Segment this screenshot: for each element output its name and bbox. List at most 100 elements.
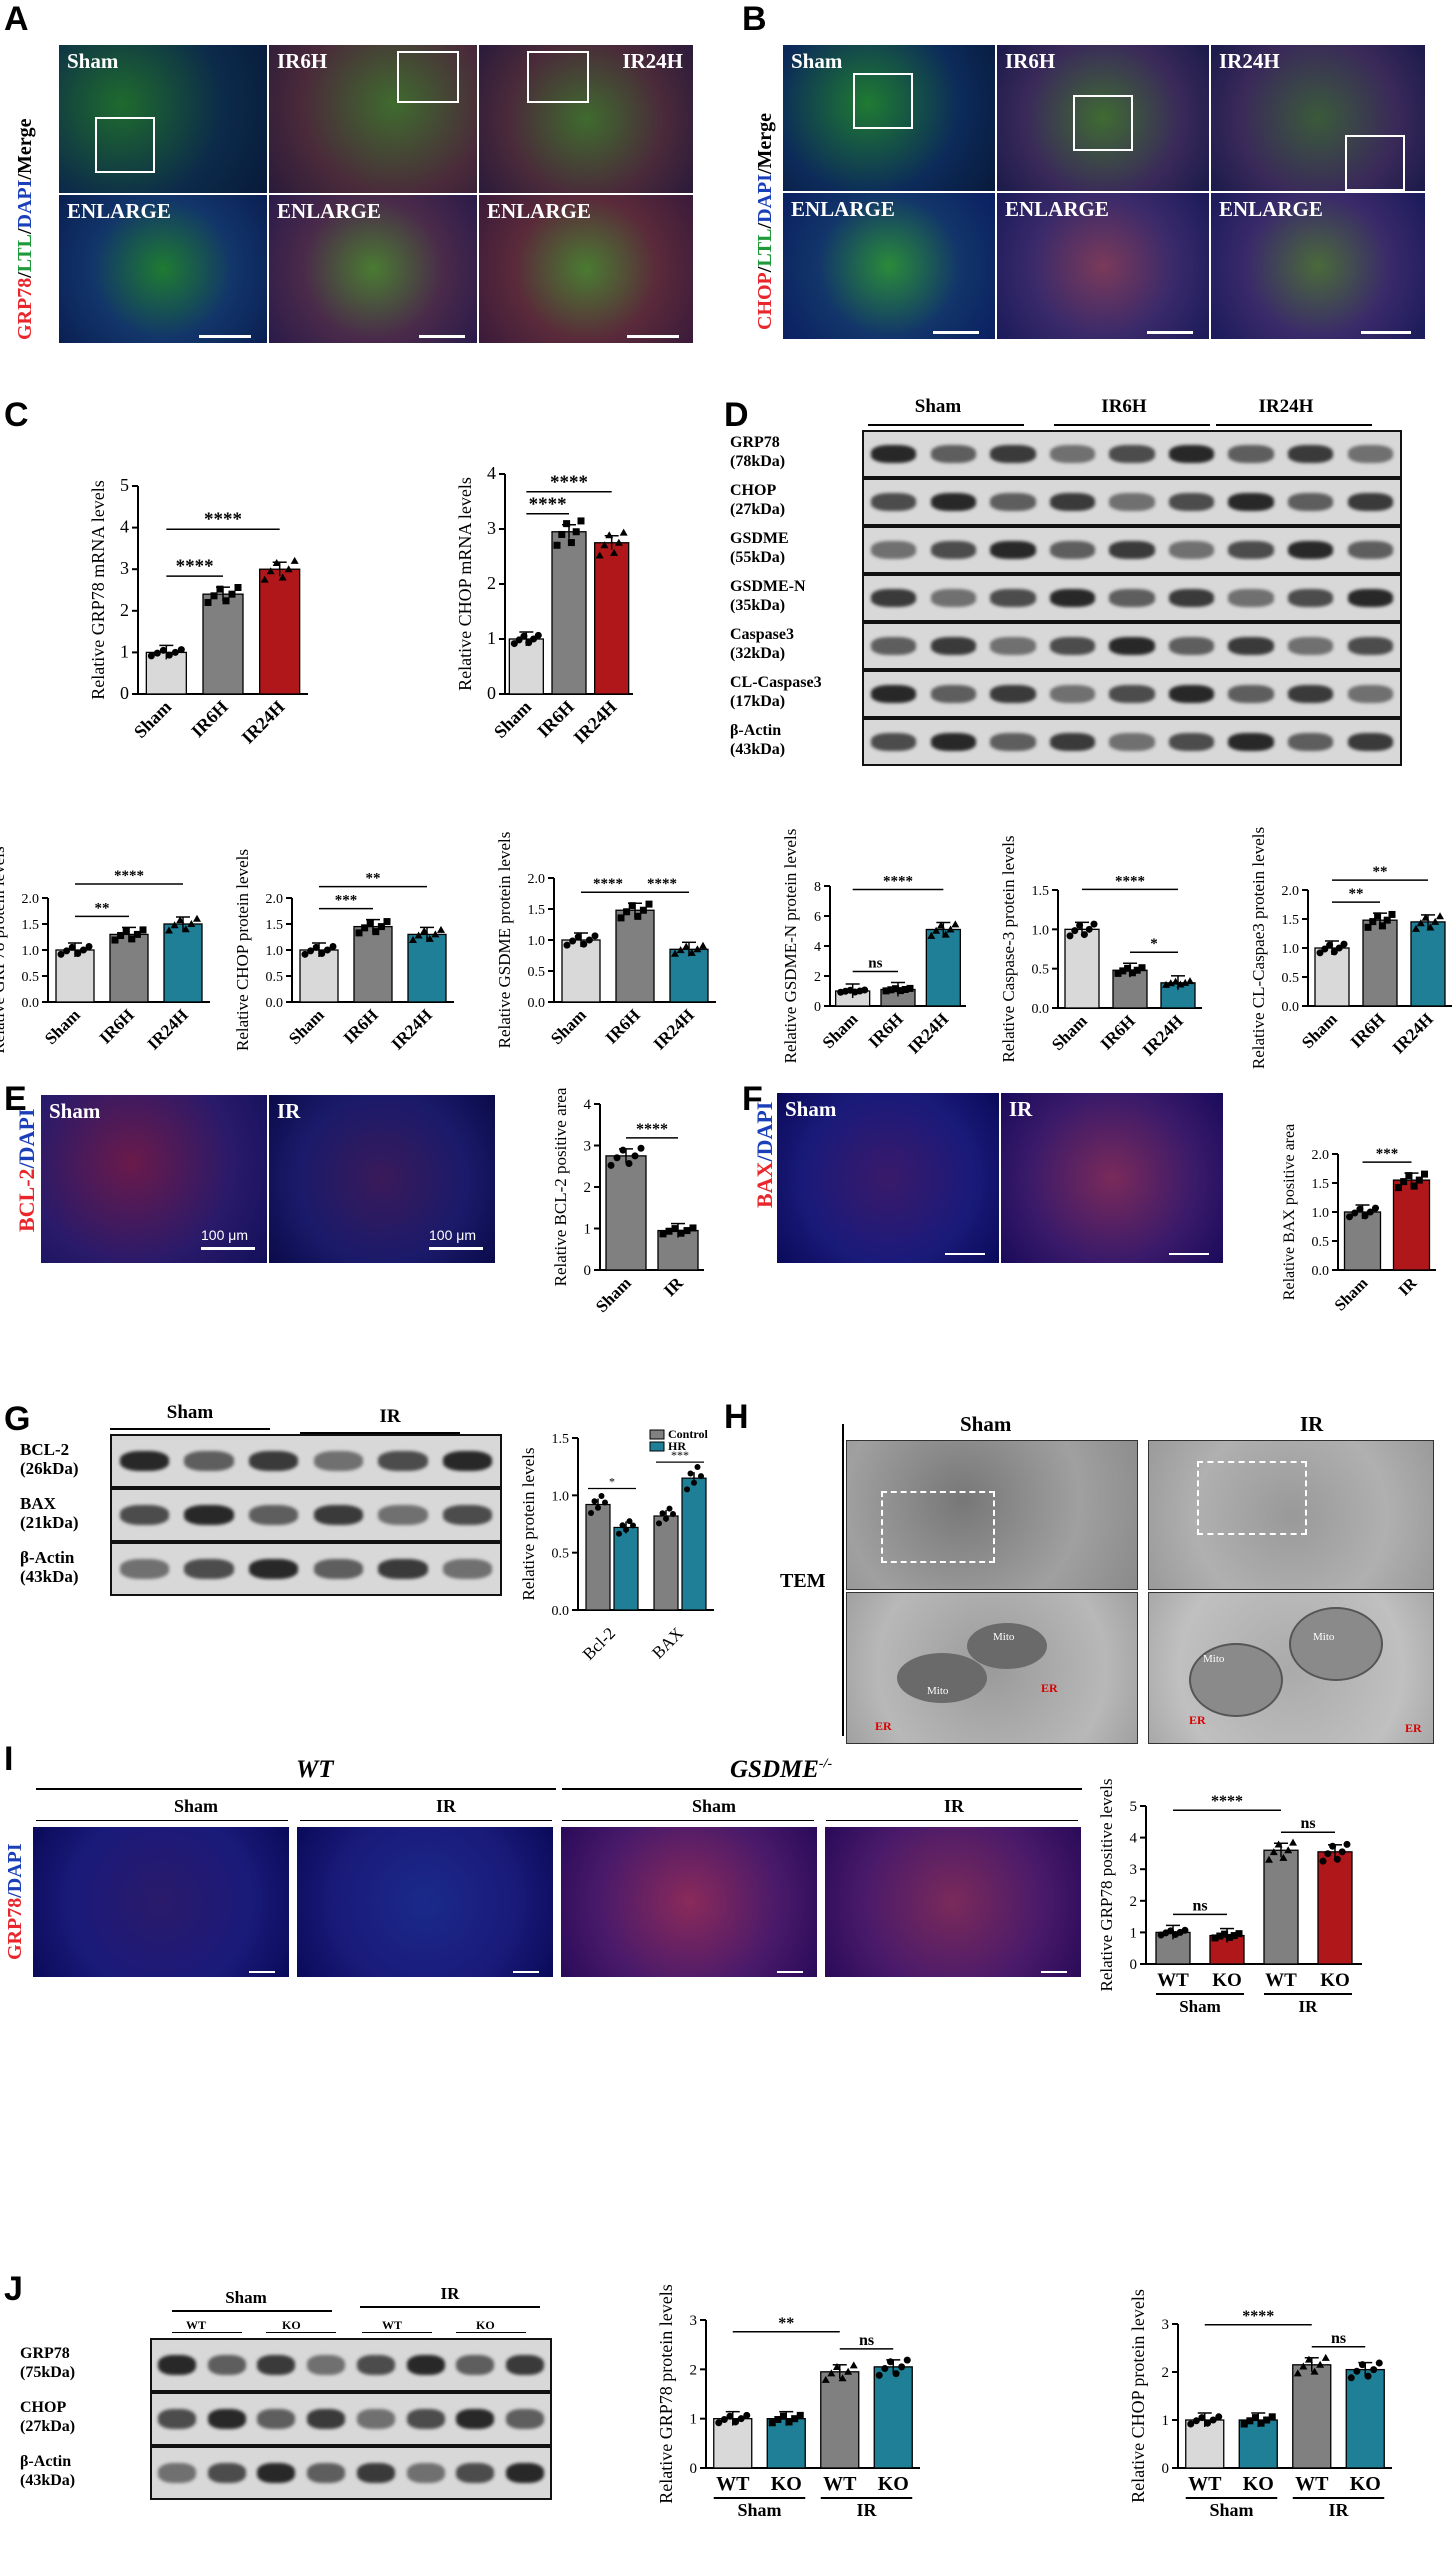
- data-point: [1405, 1172, 1413, 1180]
- wb-band: [1049, 685, 1096, 703]
- y-tick-label: 0.5: [1282, 971, 1300, 986]
- data-point: [216, 585, 224, 593]
- bar: [1343, 1211, 1382, 1271]
- x-tick-label: KO: [771, 2473, 802, 2495]
- data-point: [165, 926, 173, 934]
- data-point: [1198, 2414, 1206, 2422]
- wb-band: [930, 541, 976, 559]
- data-point: [318, 949, 326, 957]
- data-point: [1235, 1930, 1243, 1938]
- bar: [605, 1155, 647, 1271]
- data-point: [619, 528, 628, 536]
- group-label: IR: [856, 2500, 877, 2520]
- wb-protein: CHOP: [20, 2399, 67, 2416]
- sig-label: **: [1373, 864, 1388, 880]
- y-tick-label: 1.5: [22, 918, 40, 933]
- x-tick-label: KO: [878, 2473, 909, 2495]
- wb-band: [184, 1505, 234, 1525]
- x-tick-label: WT: [1295, 2473, 1329, 2495]
- data-point: [1138, 964, 1146, 972]
- data-point: [941, 930, 950, 938]
- data-point: [1263, 2416, 1271, 2424]
- chart-G1: 0.0 0.5 1.0 1.5 Relative protein levels Bcl-2…: [519, 1427, 714, 1664]
- data-point: [147, 652, 155, 660]
- legend-label: HR: [668, 1439, 686, 1453]
- x-tick-label: KO: [1320, 1970, 1350, 1991]
- data-point: [607, 1161, 615, 1169]
- y-tick-label: 0.0: [1032, 1002, 1050, 1017]
- data-point: [159, 646, 167, 654]
- tem-er-label: ER: [875, 1719, 892, 1733]
- data-point: [691, 1479, 697, 1486]
- wb-band: [207, 2463, 246, 2483]
- x-tick-label: KO: [1350, 2473, 1381, 2495]
- sig-label: ****: [114, 868, 144, 884]
- data-point: [619, 1522, 626, 1529]
- data-point: [420, 927, 429, 935]
- data-point: [165, 651, 173, 659]
- wb-strip: [862, 526, 1402, 574]
- sig-label: ns: [868, 956, 882, 972]
- wb-band: [1288, 493, 1334, 511]
- sig-label: ***: [335, 893, 358, 909]
- y-tick-label: 2.0: [22, 892, 40, 907]
- data-point: [1215, 2413, 1223, 2421]
- wb-band: [930, 637, 976, 655]
- y-tick-label: 1: [584, 1222, 592, 1238]
- micro-a-ir6h-enlarge: ENLARGE: [268, 194, 478, 344]
- wb-strip: [862, 478, 1402, 526]
- wb-protein: GRP78: [730, 434, 780, 451]
- x-tick-label: IR6H: [340, 1005, 382, 1047]
- sig-label: **: [95, 900, 110, 916]
- y-tick-label: 0.0: [1312, 1264, 1330, 1279]
- data-point: [1340, 940, 1348, 948]
- panel-label-g: G: [4, 1400, 31, 1438]
- data-point: [588, 1510, 594, 1517]
- wb-kda: (78kDa): [730, 453, 786, 470]
- sig-label: ns: [1300, 1815, 1315, 1832]
- y-tick-label: 2.0: [1312, 1148, 1330, 1163]
- wb-strip: [862, 430, 1402, 478]
- wb-protein: CHOP: [730, 482, 777, 499]
- micro-f-ir: IR: [1000, 1092, 1224, 1264]
- wb-label: BCL-2 (26kDa): [20, 1440, 79, 1478]
- y-tick-label: 3: [690, 2313, 698, 2329]
- data-point: [666, 1505, 673, 1512]
- y-tick-label: 0: [690, 2461, 698, 2477]
- wb-strip: [110, 1542, 502, 1596]
- bar: [109, 933, 149, 1003]
- data-point: [832, 2362, 841, 2370]
- data-point: [882, 987, 890, 995]
- wb-strip: [150, 2392, 552, 2446]
- wb-protein: CL-Caspase3: [730, 674, 822, 691]
- wb-band: [1347, 541, 1393, 559]
- wb-band: [1347, 589, 1393, 607]
- wb-label: β-Actin (43kDa): [20, 1548, 79, 1586]
- data-point: [670, 1510, 676, 1517]
- wb-band: [456, 2463, 495, 2483]
- y-tick-label: 1: [1162, 2413, 1170, 2429]
- y-tick-label: 2.0: [1282, 884, 1300, 899]
- data-point: [563, 941, 571, 949]
- data-point: [187, 920, 196, 927]
- y-tick-label: 3: [487, 518, 496, 538]
- wb-j-ko1: KO: [282, 2318, 301, 2332]
- micro-f-sham: Sham: [776, 1092, 1000, 1264]
- data-point: [906, 984, 914, 992]
- wb-d-ir6h-header: IR6H: [1101, 396, 1147, 417]
- y-axis-label: Relative BCL-2 positive area: [551, 1087, 570, 1286]
- data-point: [1346, 1213, 1353, 1221]
- wb-band: [1168, 637, 1215, 655]
- wb-band: [1228, 685, 1274, 703]
- y-tick-label: 0: [814, 1000, 821, 1015]
- data-point: [698, 1473, 704, 1480]
- i-wt-header: WT: [296, 1756, 334, 1783]
- wb-band: [313, 1505, 363, 1525]
- tem-ir-header: IR: [1300, 1412, 1324, 1436]
- x-tick-label: IR24H: [570, 697, 621, 748]
- data-point: [936, 921, 945, 929]
- data-point: [1366, 1208, 1374, 1216]
- data-point: [699, 941, 707, 949]
- wb-band: [257, 2409, 296, 2429]
- data-point: [553, 541, 561, 549]
